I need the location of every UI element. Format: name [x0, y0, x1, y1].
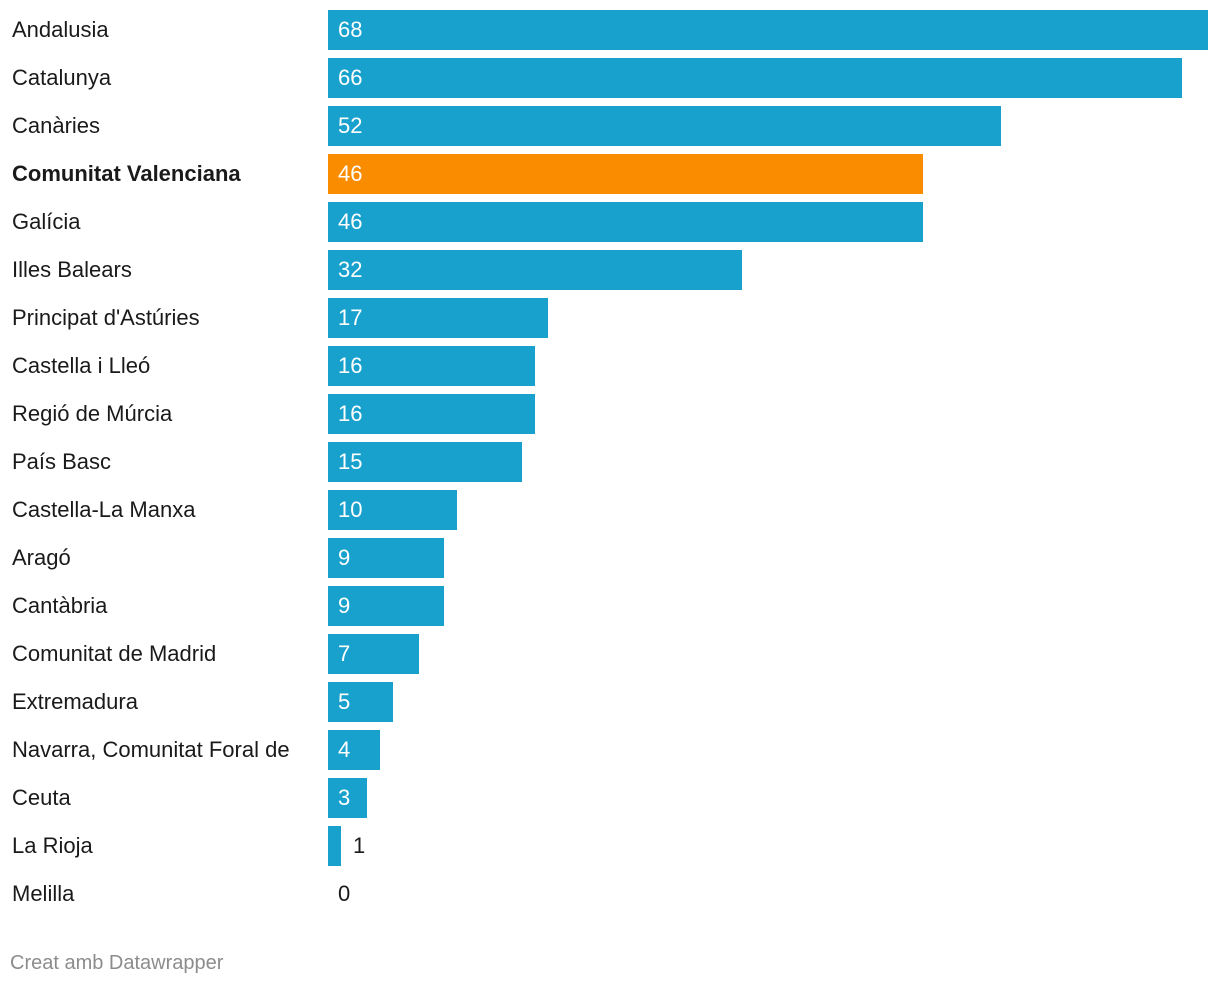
bar: [328, 730, 380, 770]
value-label: 66: [338, 65, 363, 90]
bar-row-ceuta: Ceuta 3: [0, 778, 1220, 818]
bar-row-navarra-comunitat-foral-de: Navarra, Comunitat Foral de 4: [0, 730, 1220, 770]
bar: [328, 634, 419, 674]
bar: [328, 538, 444, 578]
value-label: 16: [338, 401, 363, 426]
bar: [328, 394, 535, 434]
category-label: País Basc: [12, 449, 112, 474]
category-label: Ceuta: [12, 785, 71, 810]
value-label: 16: [338, 353, 363, 378]
bar-row-extremadura: Extremadura 5: [0, 682, 1220, 722]
category-label: Navarra, Comunitat Foral de: [12, 737, 290, 762]
bar-row-melilla: Melilla 0: [0, 874, 1220, 914]
value-label: 52: [338, 113, 363, 138]
value-label: 0: [338, 881, 351, 906]
bar: [328, 58, 1182, 98]
bar-row-cantabria: Cantàbria 9: [0, 586, 1220, 626]
bar-row-pais-basc: País Basc 15: [0, 442, 1220, 482]
value-label: 9: [338, 593, 351, 618]
category-label: Comunitat de Madrid: [12, 641, 217, 666]
value-label: 32: [338, 257, 363, 282]
bar: [328, 586, 444, 626]
category-label: Melilla: [12, 881, 75, 906]
value-label: 9: [338, 545, 351, 570]
bar: [328, 202, 923, 242]
value-label: 10: [338, 497, 363, 522]
category-label: Galícia: [12, 209, 81, 234]
category-label: Illes Balears: [12, 257, 132, 282]
category-label: Catalunya: [12, 65, 112, 90]
bar-row-la-rioja: La Rioja 1: [0, 826, 1220, 866]
category-label: Cantàbria: [12, 593, 108, 618]
value-label: 46: [338, 161, 363, 186]
category-label: Andalusia: [12, 17, 109, 42]
category-label: La Rioja: [12, 833, 93, 858]
value-label: 5: [338, 689, 351, 714]
bar: [328, 490, 457, 530]
bar: [328, 346, 535, 386]
category-label: Aragó: [12, 545, 71, 570]
category-label: Comunitat Valenciana: [12, 161, 241, 186]
bar-row-principat-d-asturies: Principat d'Astúries 17: [0, 298, 1220, 338]
bar: [328, 442, 522, 482]
value-label: 17: [338, 305, 363, 330]
category-label: Canàries: [12, 113, 101, 138]
value-label: 15: [338, 449, 363, 474]
bar-row-galicia: Galícia 46: [0, 202, 1220, 242]
bar: [328, 682, 393, 722]
bar-row-comunitat-valenciana: Comunitat Valenciana 46: [0, 154, 1220, 194]
bar: [328, 10, 1208, 50]
value-label: 3: [338, 785, 351, 810]
bar-row-catalunya: Catalunya 66: [0, 58, 1220, 98]
category-label: Regió de Múrcia: [12, 401, 173, 426]
bar-row-arago: Aragó 9: [0, 538, 1220, 578]
bar: [328, 154, 923, 194]
bar: [328, 250, 742, 290]
bar-row-comunitat-de-madrid: Comunitat de Madrid 7: [0, 634, 1220, 674]
value-label: 7: [338, 641, 351, 666]
bar: [328, 778, 367, 818]
value-label: 4: [338, 737, 351, 762]
datawrapper-credit[interactable]: Creat amb Datawrapper: [10, 952, 224, 974]
bar: [328, 106, 1001, 146]
category-label: Extremadura: [12, 689, 138, 714]
bar-row-castella-la-manxa: Castella-La Manxa 10: [0, 490, 1220, 530]
bar-row-andalusia: Andalusia 68: [0, 10, 1220, 50]
bar-row-castella-i-lleo: Castella i Lleó 16: [0, 346, 1220, 386]
category-label: Principat d'Astúries: [12, 305, 200, 330]
bar-row-canaries: Canàries 52: [0, 106, 1220, 146]
value-label: 68: [338, 17, 363, 42]
bar-row-regio-de-murcia: Regió de Múrcia 16: [0, 394, 1220, 434]
bar: [328, 298, 548, 338]
category-label: Castella i Lleó: [12, 353, 151, 378]
value-label: 1: [353, 833, 366, 858]
category-label: Castella-La Manxa: [12, 497, 196, 522]
bar: [328, 826, 341, 866]
value-label: 46: [338, 209, 363, 234]
bar-row-illes-balears: Illes Balears 32: [0, 250, 1220, 290]
